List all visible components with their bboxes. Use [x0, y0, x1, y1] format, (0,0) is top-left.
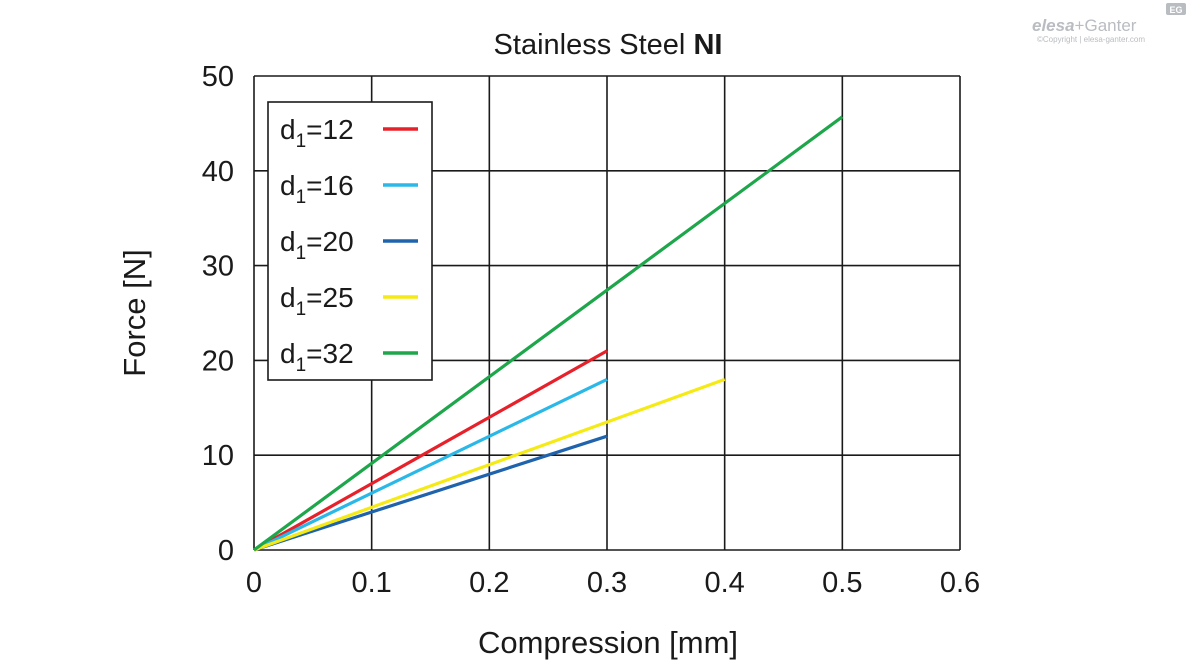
chart-title-text: Stainless Steel — [494, 29, 686, 61]
x-tick-label: 0.4 — [705, 567, 745, 599]
watermark-badge-box — [1166, 3, 1186, 15]
watermark-badge: EG — [1169, 5, 1182, 15]
series-line-d1-12 — [253, 349, 608, 552]
series-line-d1-25 — [253, 377, 726, 552]
series-line-d1-32 — [253, 115, 844, 552]
x-tick-label: 0.5 — [822, 567, 862, 599]
x-tick-label: 0 — [246, 567, 262, 599]
series-line-d1-16 — [253, 377, 608, 552]
legend-label: d1=20 — [280, 226, 354, 264]
legend-label: d1=25 — [280, 282, 354, 320]
x-axis-title: Compression [mm] — [478, 625, 738, 660]
chart-title: Stainless Steel NI — [494, 29, 723, 61]
y-tick-label: 30 — [202, 251, 234, 283]
legend: d1=12 d1=16 d1=20 d1=25 d1=32 — [267, 101, 433, 381]
series-line-d1-20 — [253, 434, 608, 552]
watermark-brand-left: elesa — [1032, 16, 1075, 35]
y-tick-labels: 0 10 20 30 40 50 — [202, 61, 234, 567]
x-tick-label: 0.3 — [587, 567, 627, 599]
watermark-copyright: ©Copyright | elesa-ganter.com — [1037, 35, 1145, 44]
legend-box — [267, 101, 433, 381]
legend-label: d1=16 — [280, 170, 354, 208]
watermark-brand-right: Ganter — [1084, 16, 1136, 35]
y-tick-label: 0 — [218, 535, 234, 567]
watermark-brand-plus: + — [1075, 16, 1085, 35]
y-tick-label: 20 — [202, 345, 234, 377]
watermark-logo: elesa+Ganter EG ©Copyright | elesa-gante… — [1032, 3, 1186, 44]
chart-title-bold: NI — [693, 29, 722, 61]
x-tick-label: 0.6 — [940, 567, 980, 599]
y-axis-title: Force [N] — [117, 249, 152, 376]
y-tick-label: 50 — [202, 61, 234, 93]
x-tick-labels: 0 0.1 0.2 0.3 0.4 0.5 0.6 — [246, 567, 980, 599]
y-tick-label: 10 — [202, 440, 234, 472]
legend-label: d1=12 — [280, 114, 354, 152]
legend-label: d1=32 — [280, 338, 354, 376]
x-tick-label: 0.1 — [352, 567, 392, 599]
x-tick-label: 0.2 — [469, 567, 509, 599]
svg-text:elesa+Ganter: elesa+Ganter — [1032, 16, 1137, 35]
series-lines — [253, 115, 844, 552]
y-tick-label: 40 — [202, 156, 234, 188]
